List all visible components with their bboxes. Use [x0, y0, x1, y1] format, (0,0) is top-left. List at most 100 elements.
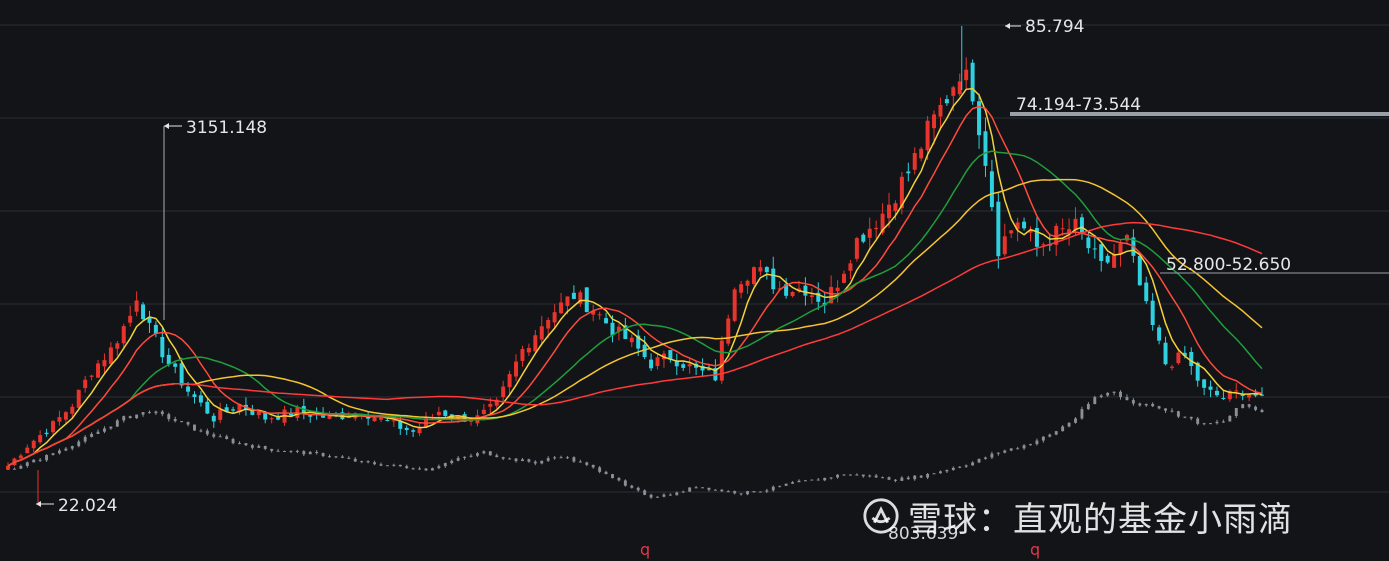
candle-up [546, 320, 551, 329]
candle-up [552, 312, 557, 323]
candle-down [1195, 362, 1200, 381]
benchmark-candle [630, 485, 634, 488]
candle-down [398, 420, 403, 429]
benchmark-candle [1029, 444, 1032, 446]
benchmark-candle [656, 496, 659, 498]
candle-up [1124, 235, 1129, 241]
benchmark-candle [501, 457, 505, 459]
candle-up [578, 292, 583, 304]
candle-up [269, 418, 274, 420]
candle-down [224, 407, 229, 412]
snowball-logo-icon [863, 498, 899, 534]
benchmark-candle [1144, 403, 1148, 406]
benchmark-candle [77, 441, 81, 447]
benchmark-candle [681, 491, 685, 493]
candle-down [970, 62, 975, 102]
benchmark-candle [1112, 391, 1116, 393]
benchmark-candles [6, 390, 1264, 499]
benchmark-candle [1067, 422, 1071, 427]
benchmark-candle [443, 463, 447, 467]
benchmark-candle [1234, 407, 1238, 416]
candle-down [944, 99, 949, 104]
candle-down [649, 359, 654, 369]
candle-up [719, 340, 724, 381]
candle-up [790, 292, 795, 296]
benchmark-candle [398, 464, 402, 467]
benchmark-candle [1106, 392, 1110, 396]
candle-up [1073, 218, 1078, 231]
candle-down [706, 369, 711, 371]
benchmark-candle [475, 453, 479, 456]
benchmark-candle [996, 452, 1000, 454]
candle-down [983, 131, 988, 166]
candle-down [1092, 248, 1097, 250]
benchmark-candle [1016, 448, 1020, 450]
benchmark-candle [752, 491, 756, 493]
benchmark-candle [855, 474, 859, 476]
benchmark-candle [225, 436, 229, 440]
benchmark-candle [1215, 421, 1219, 424]
benchmark-candle [1080, 409, 1084, 419]
benchmark-candle [347, 457, 351, 459]
candle-down [186, 386, 191, 392]
benchmark-candle [926, 473, 930, 478]
benchmark-candle [566, 457, 569, 459]
benchmark-candle [148, 412, 151, 414]
candle-down [623, 325, 628, 340]
candle-up [591, 311, 596, 315]
candle-up [526, 347, 531, 353]
candle-down [906, 171, 911, 174]
benchmark-candle [289, 450, 293, 452]
candle-up [539, 326, 544, 340]
benchmark-candle [1022, 445, 1026, 449]
benchmark-candle [1254, 406, 1258, 410]
benchmark-candle [1061, 426, 1065, 432]
benchmark-candle [1138, 403, 1142, 406]
benchmark-candle [668, 494, 672, 496]
benchmark-candle [373, 462, 377, 465]
benchmark-candle [553, 457, 557, 459]
candle-up [964, 69, 969, 81]
benchmark-candle [186, 422, 190, 425]
benchmark-candle [649, 494, 653, 498]
candle-down [173, 363, 178, 367]
benchmark-candle [135, 414, 139, 419]
benchmark-candle [122, 416, 126, 421]
candle-down [211, 415, 216, 422]
benchmark-candle [1086, 404, 1090, 410]
candle-up [494, 399, 499, 406]
candle-up [436, 411, 441, 416]
candle-up [31, 440, 36, 449]
benchmark-candle [559, 457, 563, 459]
candle-up [809, 295, 814, 298]
candle-down [1137, 255, 1142, 286]
candle-up [115, 343, 120, 349]
candle-up [745, 280, 750, 286]
candle-down [803, 285, 808, 296]
benchmark-candle [746, 491, 749, 495]
candle-up [932, 114, 937, 129]
benchmark-candle [257, 445, 261, 448]
benchmark-candle [25, 462, 29, 466]
candle-down [263, 413, 268, 420]
benchmark-candle [726, 491, 730, 493]
bench-high-label: 3151.148 [186, 118, 267, 138]
candle-up [70, 406, 75, 414]
high-label: 85.794 [1025, 17, 1084, 37]
benchmark-candle [990, 453, 994, 458]
marker-q-1: q [640, 540, 650, 559]
benchmark-candle [701, 487, 704, 489]
benchmark-candle [623, 480, 627, 486]
candle-down [385, 419, 390, 421]
candle-down [1260, 394, 1264, 396]
benchmark-candle [12, 468, 16, 470]
candle-down [771, 268, 776, 290]
candle-down [996, 201, 1001, 257]
benchmark-candle [418, 468, 422, 470]
benchmark-candle [32, 459, 36, 463]
bench-low-label: 803.639 [888, 524, 958, 544]
candle-up [739, 284, 744, 293]
benchmark-candle [932, 473, 936, 475]
benchmark-candle [469, 455, 473, 457]
benchmark-candle [939, 471, 942, 474]
